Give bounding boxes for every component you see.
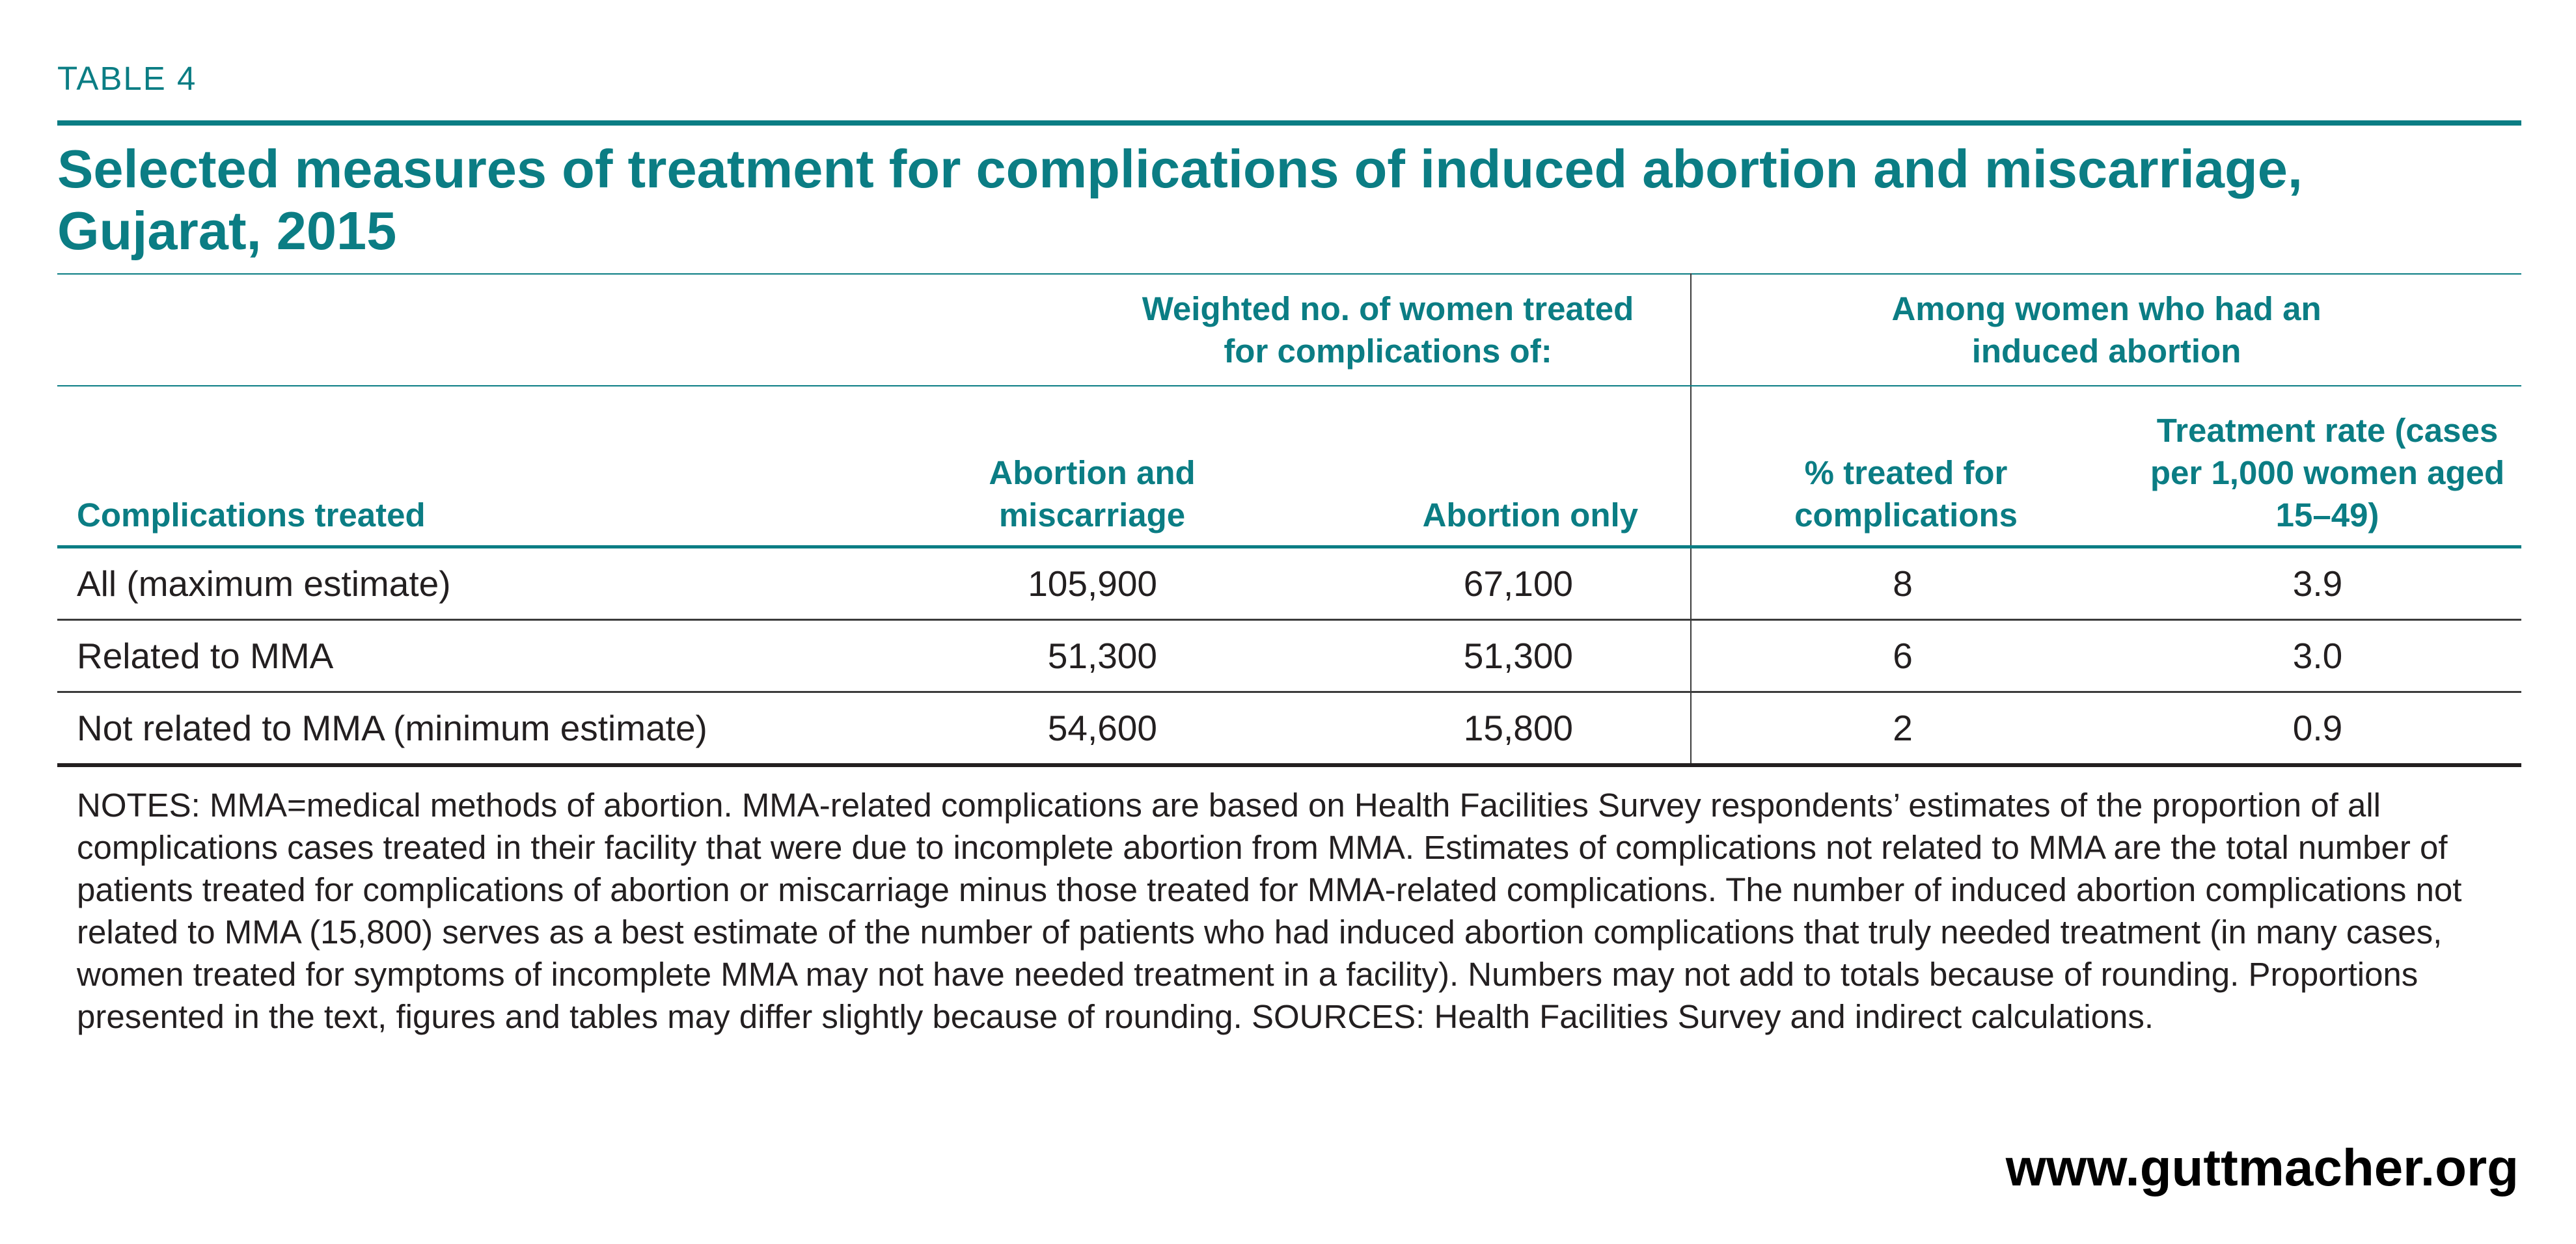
table-row: Related to MMA 51,300 51,300 6 3.0	[57, 619, 2522, 692]
group-header-row: Weighted no. of women treated for compli…	[57, 273, 2522, 386]
table-title: Selected measures of treatment for compl…	[57, 139, 2303, 261]
row-label: Not related to MMA (minimum estimate)	[57, 691, 923, 767]
cell-abortion-miscarriage: 105,900	[923, 545, 1235, 620]
table-notes: NOTES: MMA=medical methods of abortion. …	[77, 787, 2462, 1035]
col-header-abortion-miscarriage: Abortion and miscarriage	[989, 454, 1196, 534]
cell-abortion-only: 51,300	[1235, 619, 1692, 692]
table-number-label: TABLE 4	[57, 60, 197, 97]
group-header-weighted: Weighted no. of women treated for compli…	[923, 273, 1692, 386]
cell-pct-treated: 8	[1691, 545, 2115, 620]
group-header-induced: Among women who had an induced abortion	[1691, 273, 2522, 386]
cell-abortion-only: 15,800	[1235, 691, 1692, 767]
col-header-abortion-only: Abortion only	[1235, 386, 1692, 547]
cell-abortion-miscarriage: 54,600	[923, 691, 1235, 767]
empty-header-cell	[57, 273, 923, 386]
row-label: Related to MMA	[57, 619, 923, 692]
cell-pct-treated: 2	[1691, 691, 2115, 767]
website-url[interactable]: www.guttmacher.org	[2005, 1139, 2519, 1197]
col-header-pct-treated: % treated for complications	[1794, 454, 2018, 534]
cell-treatment-rate: 3.9	[2114, 545, 2522, 620]
data-table: Weighted no. of women treated for compli…	[57, 273, 2522, 767]
cell-abortion-only: 67,100	[1235, 545, 1692, 620]
cell-treatment-rate: 3.0	[2114, 619, 2522, 692]
cell-treatment-rate: 0.9	[2114, 691, 2522, 767]
cell-abortion-miscarriage: 51,300	[923, 619, 1235, 692]
table-row: All (maximum estimate) 105,900 67,100 8 …	[57, 545, 2522, 620]
col-header-complications: Complications treated	[77, 496, 426, 534]
row-label: All (maximum estimate)	[57, 545, 923, 620]
cell-pct-treated: 6	[1691, 619, 2115, 692]
top-rule	[57, 120, 2521, 126]
table-row: Not related to MMA (minimum estimate) 54…	[57, 691, 2522, 767]
column-header-row: Complications treated Abortion and misca…	[57, 386, 2521, 547]
col-header-treatment-rate: Treatment rate (cases per 1,000 women ag…	[2150, 412, 2505, 534]
